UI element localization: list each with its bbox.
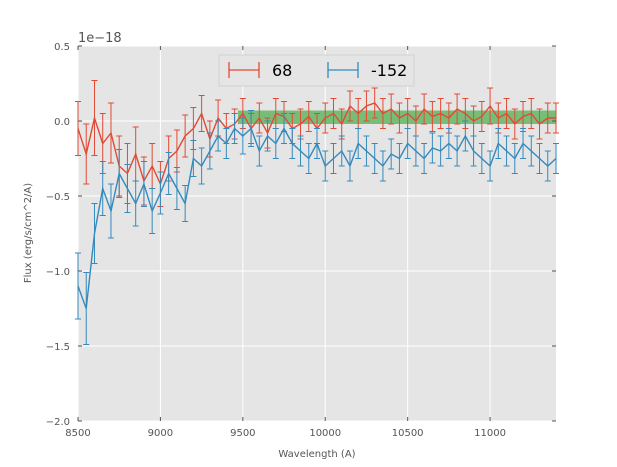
x-axis-label: Wavelength (A) (278, 449, 355, 460)
y-tick-label: 0.0 (54, 117, 70, 128)
y-tick-label: −1.0 (46, 267, 70, 278)
y-axis-label: Flux (erg/s/cm^2/A) (23, 183, 34, 283)
series-layer (75, 80, 559, 345)
legend: 68 -152 (218, 54, 415, 87)
series--152 (75, 110, 559, 345)
legend-swatch-68 (228, 62, 260, 78)
legend-swatch-neg152 (327, 62, 359, 78)
x-tick-label: 10000 (309, 428, 341, 439)
legend-label-68: 68 (272, 61, 292, 80)
y-tick-label: −0.5 (46, 192, 70, 203)
x-tick-label: 9000 (148, 428, 173, 439)
x-tick-label: 11000 (474, 428, 506, 439)
ticks-layer: 8500 9000 9500 10000 10500 11000 −2.0 −1.5 −1.0 −… (46, 42, 556, 439)
x-tick-label: 10500 (392, 428, 424, 439)
y-tick-label: −1.5 (46, 342, 70, 353)
series-line (77, 127, 557, 309)
x-tick-label: 9500 (230, 428, 255, 439)
x-tick-label: 8500 (65, 428, 90, 439)
y-tick-label: −2.0 (46, 417, 70, 428)
shaded-band (237, 110, 556, 124)
band-layer (237, 110, 556, 124)
y-tick-label: 0.5 (54, 42, 70, 53)
y-offset-label: 1e−18 (78, 31, 122, 46)
plot-area (78, 46, 556, 421)
legend-label-neg152: -152 (371, 61, 407, 80)
